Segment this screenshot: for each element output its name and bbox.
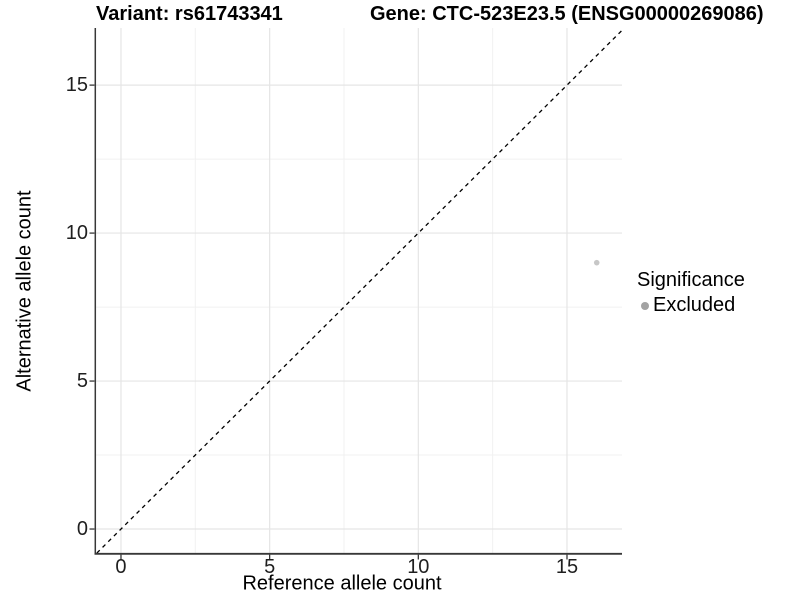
legend-title: Significance	[637, 269, 745, 291]
x-tick-label: 5	[264, 556, 276, 578]
x-tick-label: 10	[407, 556, 430, 578]
x-axis-title: Reference allele count	[242, 572, 442, 595]
legend-item-excluded: Excluded	[641, 295, 745, 316]
x-tick-label: 0	[115, 556, 127, 578]
y-tick-label: 15	[65, 74, 88, 97]
y-tick-label: 0	[76, 518, 88, 541]
y-tick-label: 5	[76, 370, 88, 393]
variant-title: Variant: rs61743341	[96, 3, 283, 25]
y-tick-label: 10	[65, 222, 88, 245]
x-tick-label: 15	[555, 556, 579, 578]
legend-key-dot	[641, 301, 649, 310]
gene-title: Gene: CTC-523E23.5 (ENSG00000269086)	[370, 3, 764, 25]
identity-line	[96, 29, 623, 554]
data-point	[593, 259, 600, 266]
legend: Significance Excluded	[637, 270, 745, 316]
legend-item-label: Excluded	[653, 294, 736, 316]
